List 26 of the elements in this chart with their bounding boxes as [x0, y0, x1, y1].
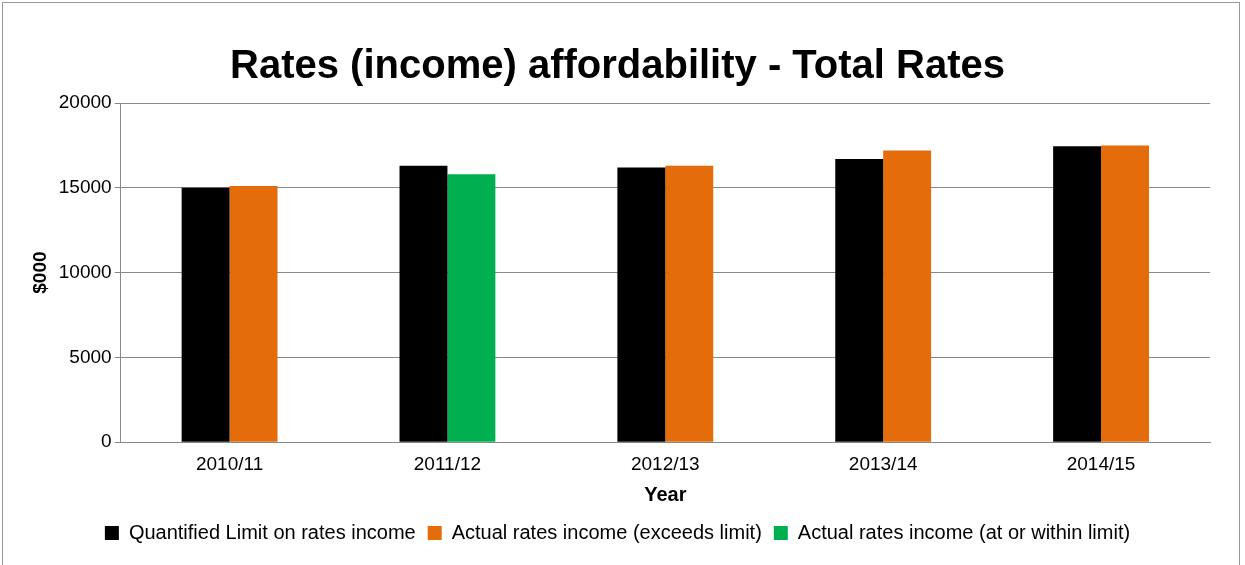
- x-tick-label: 2012/13: [630, 452, 700, 474]
- legend-label: Quantified Limit on rates income: [128, 520, 416, 543]
- y-tick-label: 5000: [69, 345, 112, 367]
- y-tick-label: 20000: [58, 91, 112, 113]
- x-tick-label: 2013/14: [848, 452, 918, 474]
- x-tick-label: 2011/12: [413, 452, 482, 474]
- bar: [399, 165, 448, 442]
- bar: [229, 186, 278, 442]
- y-tick-label: 15000: [58, 176, 112, 198]
- chart-title: Rates (income) affordability - Total Rates: [230, 42, 1005, 87]
- x-tick-label: 2010/11: [195, 452, 264, 474]
- bar: [181, 187, 230, 442]
- legend-label: Actual rates income (at or within limit): [797, 520, 1131, 543]
- y-axis-title: $000: [28, 251, 50, 294]
- y-tick-label: 0: [101, 430, 112, 452]
- bar: [835, 158, 884, 442]
- bar: [617, 167, 666, 442]
- bar: [447, 174, 496, 442]
- bar: [1053, 146, 1102, 442]
- y-tick-label: 10000: [58, 260, 112, 282]
- bar: [665, 165, 714, 442]
- bar: [883, 150, 932, 442]
- x-tick-label: 2014/15: [1066, 452, 1136, 474]
- bar: [1101, 145, 1149, 442]
- legend-label: Actual rates income (exceeds limit): [451, 520, 762, 543]
- x-axis-title: Year: [644, 482, 687, 505]
